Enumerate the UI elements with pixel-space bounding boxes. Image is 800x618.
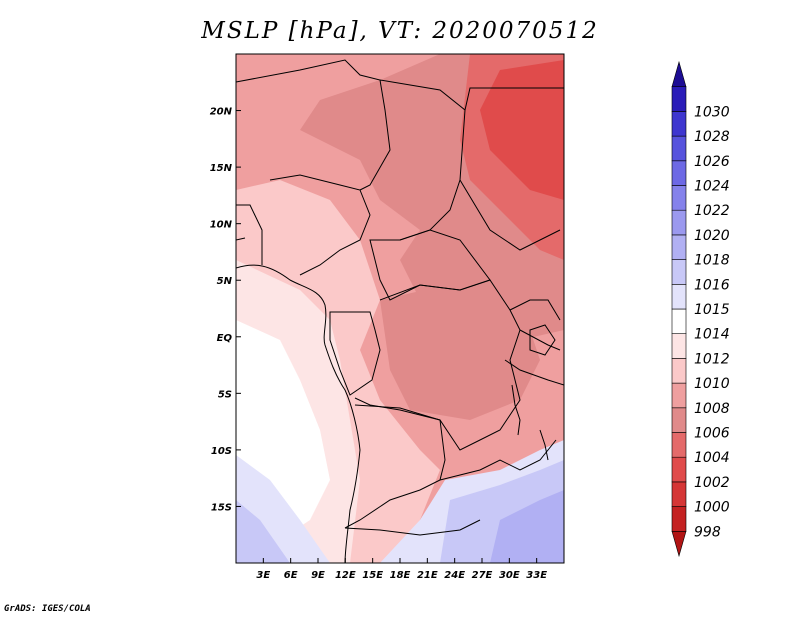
colorbar-level-label: 1002 [694, 475, 730, 491]
colorbar-swatch [671, 111, 687, 137]
lon-tick-label: 33E [526, 570, 547, 581]
country-borders [236, 59, 564, 563]
coastline-west [236, 264, 361, 563]
colorbar-swatch [671, 432, 687, 458]
lon-tick-label: 12E [335, 570, 356, 581]
border-west-coast [236, 204, 263, 265]
lat-tick-label: 5S [218, 389, 232, 400]
latitude-axis: 20N 15N 10N 5N EQ 5S 10S 15S [210, 107, 241, 513]
colorbar-swatch [671, 382, 687, 409]
colorbar-swatch [671, 506, 687, 532]
colorbar-level-label: 1028 [694, 129, 730, 145]
colorbar-level-label: 998 [694, 524, 721, 540]
lake-victoria [529, 324, 556, 356]
lat-tick-label: 10N [210, 220, 233, 231]
colorbar-level-label: 1020 [694, 228, 730, 244]
colorbar-level-label: 1006 [694, 426, 730, 442]
lon-tick-label: 21E [417, 570, 438, 581]
field-central-low [380, 280, 540, 420]
lon-tick-label: 6E [284, 570, 298, 581]
colorbar-swatch [671, 308, 687, 335]
field-sw-blue2 [236, 500, 290, 563]
lat-tick-label: 5N [217, 276, 233, 287]
border-drc [354, 279, 521, 451]
colorbar-swatch [671, 185, 687, 211]
colorbar-swatch [671, 456, 687, 483]
colorbar-swatch [671, 530, 687, 558]
colorbar-swatch [671, 358, 687, 384]
colorbar-swatch [671, 259, 687, 285]
longitude-axis: 3E 6E 9E 12E 15E 18E 21E 24E 27E 30E 33E [256, 558, 547, 581]
lon-tick-label: 27E [472, 570, 493, 581]
colorbar-swatches [671, 60, 687, 558]
colorbar-level-label: 1010 [694, 376, 730, 392]
colorbar-swatch [671, 333, 687, 359]
border-east [504, 299, 564, 386]
colorbar-swatch [671, 209, 687, 236]
chart-title: MSLP [hPa], VT: 2020070512 [201, 18, 599, 44]
border-nigeria [269, 174, 371, 276]
lat-tick-label: 15S [211, 502, 232, 513]
colorbar-level-label: 1014 [694, 327, 730, 343]
lon-tick-label: 3E [256, 570, 270, 581]
colorbar-swatch [671, 60, 687, 87]
colorbar-level-label: 1024 [694, 179, 730, 195]
lake-tanganyika [511, 384, 521, 436]
colorbar-level-label: 1004 [694, 450, 730, 466]
colorbar-level-label: 1000 [694, 500, 730, 516]
border-zambia [439, 439, 557, 481]
colorbar-level-label: 1015 [694, 302, 730, 318]
colorbar-level-label: 1016 [694, 277, 730, 293]
colorbar-swatch [671, 283, 687, 310]
border-sudan [459, 87, 564, 251]
lon-tick-label: 24E [444, 570, 465, 581]
lat-tick-label: 15N [210, 163, 233, 174]
colorbar-level-label: 1026 [694, 154, 730, 170]
colorbar-level-label: 1018 [694, 253, 730, 269]
colorbar-swatch [671, 135, 687, 162]
colorbar-swatch [671, 407, 687, 433]
lon-tick-label: 9E [311, 570, 325, 581]
field-se-blue3 [490, 490, 564, 563]
colorbar-level-label: 1012 [694, 351, 730, 367]
border-namibia [344, 519, 481, 536]
lon-tick-label: 18E [390, 570, 411, 581]
colorbar-swatch [671, 481, 687, 507]
lat-tick-label: EQ [217, 333, 233, 344]
colorbar-swatch [671, 234, 687, 260]
colorbar-labels: 998 1000 1002 1004 1006 1008 1010 1012 1014 1015 1… [694, 104, 730, 540]
colorbar-level-label: 1022 [694, 203, 730, 219]
lat-tick-label: 10S [211, 446, 232, 457]
lake-malawi [539, 429, 549, 461]
colorbar-swatch [671, 160, 687, 186]
colorbar-level-label: 1030 [694, 104, 730, 120]
lat-tick-label: 20N [210, 107, 233, 118]
colorbar-swatch [671, 86, 687, 112]
colorbar-level-label: 1008 [694, 401, 730, 417]
lon-tick-label: 15E [362, 570, 383, 581]
lon-tick-label: 30E [499, 570, 520, 581]
border-congo [329, 311, 381, 396]
grads-credit: GrADS: IGES/COLA [4, 604, 91, 614]
field-ne-deep [480, 60, 564, 200]
